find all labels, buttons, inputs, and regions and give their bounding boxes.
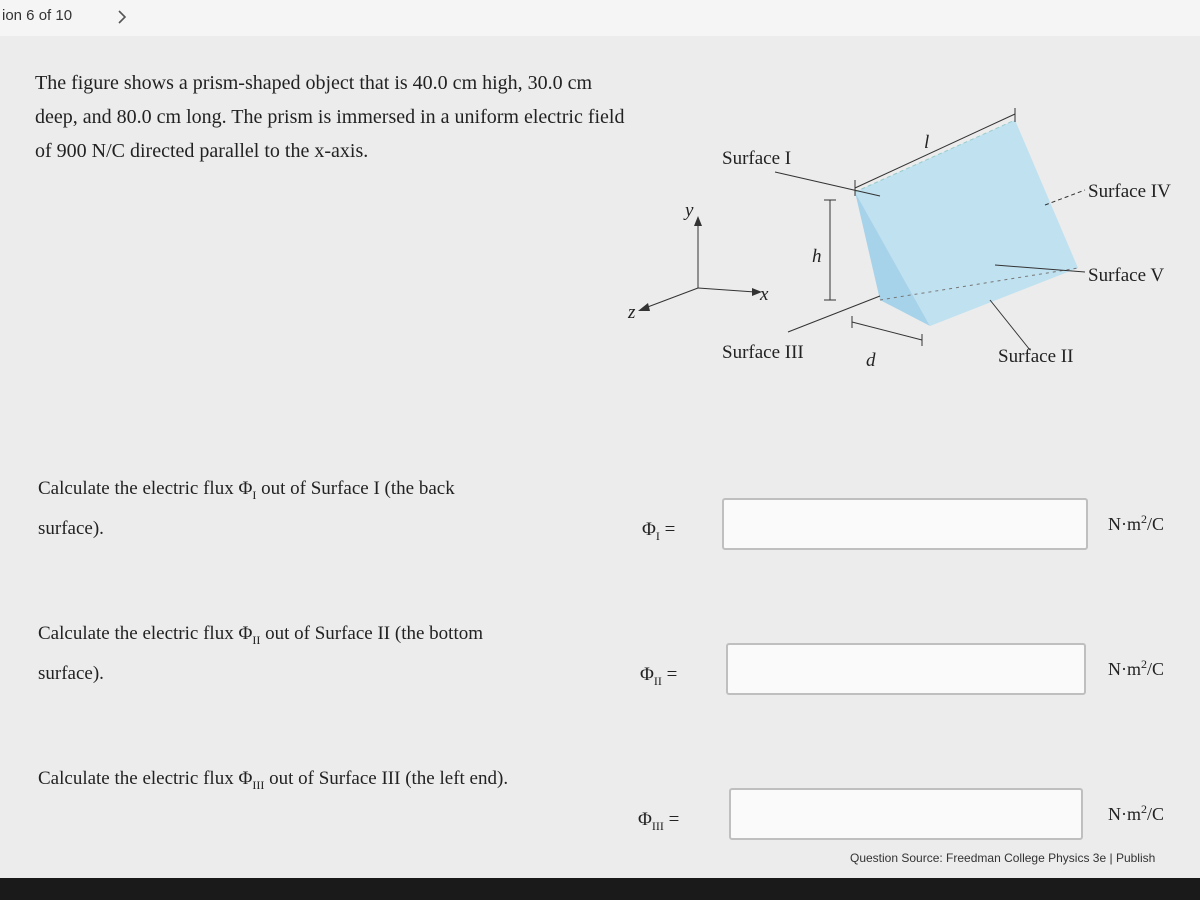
question-text: Calculate the electric flux ΦII out of S… <box>38 617 508 690</box>
unit-exp: 2 <box>1141 802 1147 816</box>
figure-label: h <box>812 246 822 267</box>
unit-base: N·m <box>1108 659 1141 679</box>
text: out of Surface III (the left end). <box>264 768 509 789</box>
equals: = <box>664 519 676 540</box>
figure-label: Surface V <box>1088 265 1164 286</box>
question-text: Calculate the electric flux ΦIII out of … <box>38 762 638 802</box>
unit-base: N·m <box>1108 804 1141 824</box>
subscript: III <box>252 777 265 792</box>
symbol: Φ <box>640 664 654 685</box>
unit-tail: /C <box>1147 514 1165 534</box>
answer-input[interactable] <box>726 643 1086 695</box>
problem-text: The figure shows a prism-shaped object t… <box>35 72 625 162</box>
subscript: I <box>655 528 660 543</box>
text: out of Surface I (the back surface). <box>38 478 455 539</box>
flux-label: ΦI = <box>642 519 675 544</box>
figure-label: d <box>866 350 876 371</box>
unit-tail: /C <box>1147 804 1165 824</box>
prism-end-face <box>855 192 930 326</box>
equals: = <box>668 809 680 830</box>
flux-label: ΦIII = <box>638 809 679 834</box>
text: Calculate the electric flux Φ <box>38 623 253 644</box>
subscript: II <box>653 673 662 688</box>
figure-label: Surface III <box>722 342 804 363</box>
unit: N·m2/C <box>1108 657 1164 680</box>
axis-label: x <box>759 284 769 305</box>
subscript: I <box>252 487 257 502</box>
text: Calculate the electric flux Φ <box>38 478 253 499</box>
top-bar: ion 6 of 10 <box>0 0 1200 36</box>
next-icon[interactable] <box>115 9 129 25</box>
symbol: Φ <box>638 809 652 830</box>
footer: Question Source: Freedman College Physic… <box>850 851 1155 865</box>
source: Question Source: Freedman College Physic… <box>850 851 1107 865</box>
axis-label: y <box>683 200 694 221</box>
question-text: Calculate the electric flux ΦI out of Su… <box>38 472 508 545</box>
unit-base: N·m <box>1108 514 1141 534</box>
equals: = <box>666 664 678 685</box>
unit-tail: /C <box>1147 659 1165 679</box>
figure-label: Surface II <box>998 346 1073 367</box>
answer-input[interactable] <box>729 788 1083 840</box>
answer-input[interactable] <box>722 498 1088 550</box>
figure-label: Surface I <box>722 148 791 169</box>
unit: N·m2/C <box>1108 512 1164 535</box>
unit-exp: 2 <box>1141 512 1147 526</box>
axis-label: z <box>627 302 636 323</box>
figure-label: Surface IV <box>1088 181 1171 202</box>
unit: N·m2/C <box>1108 802 1164 825</box>
figure-label: l <box>924 132 929 153</box>
prism-slant-face <box>855 120 1078 326</box>
figure: y x z Surface I Surface IV Surface V Sur… <box>627 108 1171 371</box>
bezel <box>0 878 1200 900</box>
publisher: Publish <box>1115 851 1156 865</box>
subscript: III <box>651 818 664 833</box>
unit-exp: 2 <box>1141 657 1147 671</box>
progress: ion 6 of 10 <box>2 7 73 24</box>
text: out of Surface II (the bottom surface). <box>38 623 483 684</box>
flux-label: ΦII = <box>640 664 677 689</box>
symbol: Φ <box>642 519 656 540</box>
text: Calculate the electric flux Φ <box>38 768 253 789</box>
subscript: II <box>252 632 261 647</box>
separator: | <box>1109 851 1113 865</box>
